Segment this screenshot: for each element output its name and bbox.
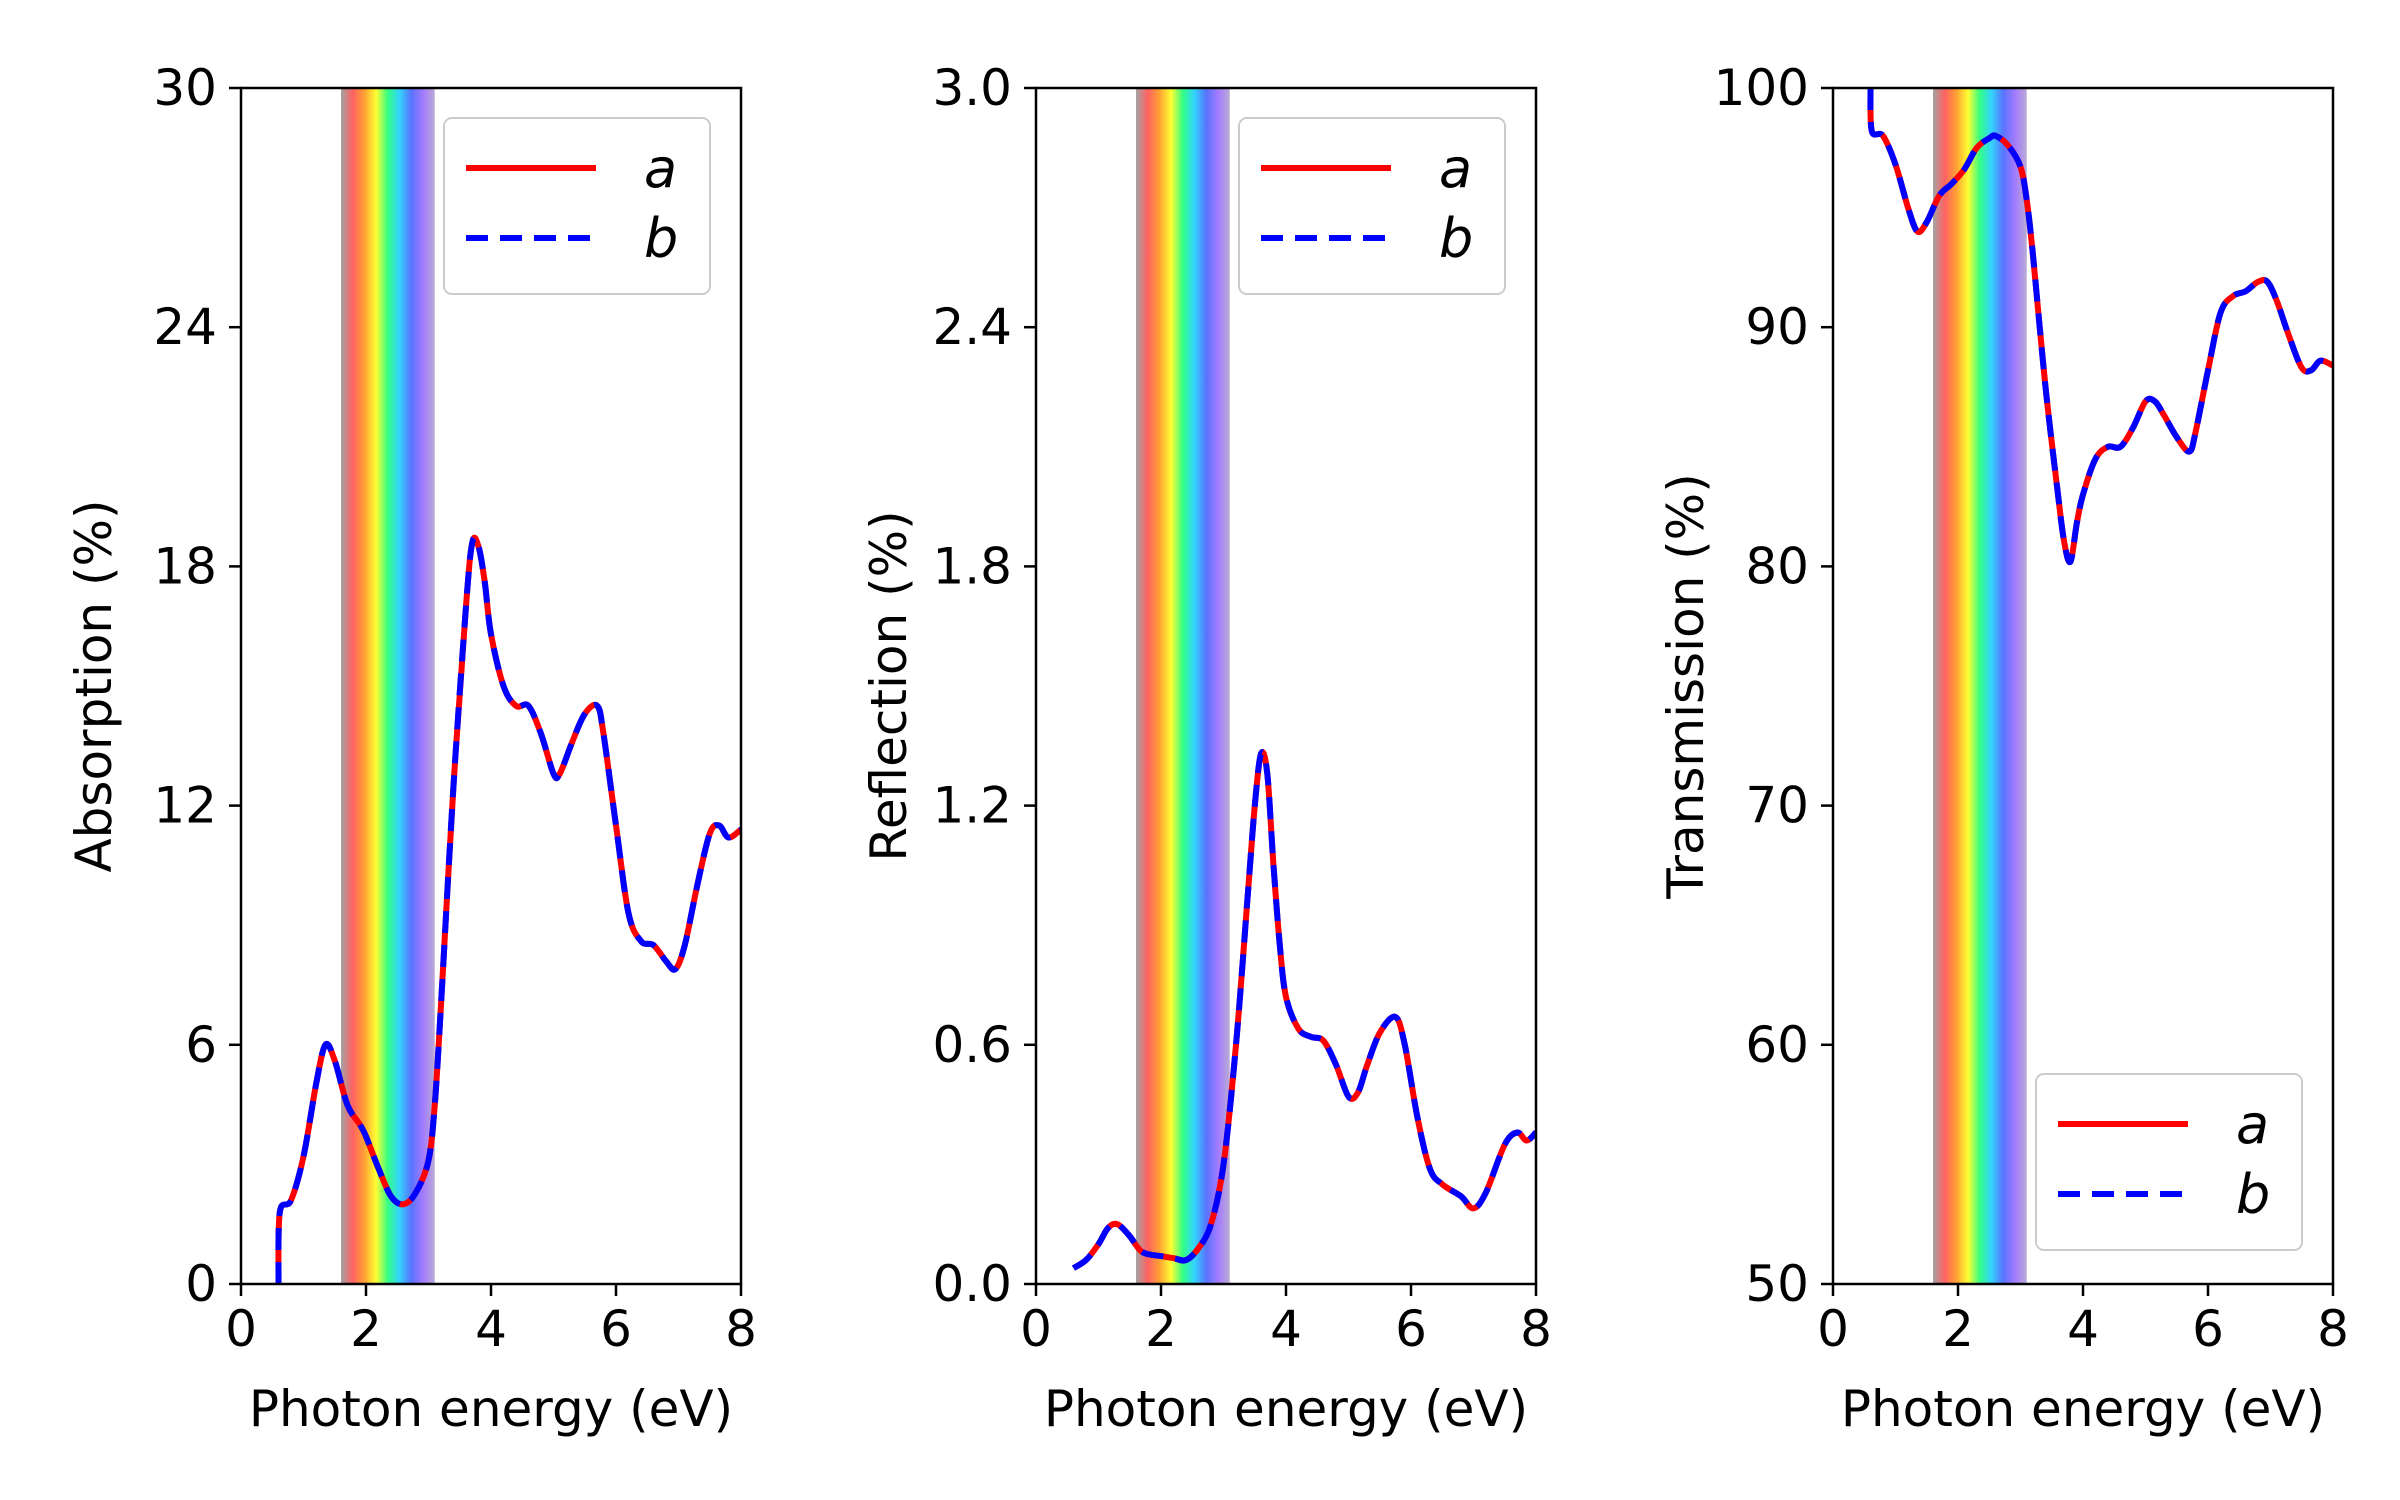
y-tick-label: 90	[1745, 298, 1809, 356]
x-tick-label: 2	[350, 1300, 382, 1358]
legend: ab	[1238, 117, 1506, 295]
x-tick-label: 6	[1395, 1300, 1427, 1358]
series-b-line	[275, 534, 741, 1284]
y-tick-label: 6	[185, 1016, 217, 1074]
legend-label-b: b	[644, 207, 678, 270]
series-b-line	[1071, 749, 1536, 1271]
legend-box	[2035, 1073, 2303, 1251]
y-tick-label: 1.2	[932, 777, 1012, 835]
legend: ab	[2035, 1073, 2303, 1251]
x-tick-label: 0	[1020, 1300, 1052, 1358]
visible-spectrum-band	[341, 88, 435, 1284]
x-axis-label: Photon energy (eV)	[1044, 1380, 1528, 1438]
x-tick-label: 0	[1817, 1300, 1849, 1358]
legend-label-b: b	[1439, 207, 1473, 270]
y-axis-label: Reflection (%)	[860, 510, 918, 861]
y-axis-label: Transmission (%)	[1657, 473, 1715, 899]
y-tick-label: 0.0	[932, 1255, 1012, 1313]
y-tick-label: 0	[185, 1255, 217, 1313]
chart-panel-3: 0 2 4 6 8 50 60 70 80 90 100 Photon energy (eV) Tran…	[1657, 59, 2349, 1438]
x-tick-label: 2	[1942, 1300, 1974, 1358]
y-tick-label: 12	[153, 777, 217, 835]
y-tick-label: 24	[153, 298, 217, 356]
legend-label-b: b	[2236, 1163, 2270, 1226]
y-tick-label: 3.0	[932, 59, 1012, 117]
legend-label-a: a	[1439, 137, 1472, 200]
legend-box	[1238, 117, 1506, 295]
visible-spectrum-band	[1933, 88, 2027, 1284]
x-tick-label: 0	[225, 1300, 257, 1358]
x-axis-label: Photon energy (eV)	[1841, 1380, 2325, 1438]
x-tick-label: 2	[1145, 1300, 1177, 1358]
x-tick-label: 4	[475, 1300, 507, 1358]
visible-spectrum-band	[1136, 88, 1230, 1284]
x-tick-label: 8	[2317, 1300, 2349, 1358]
x-tick-label: 8	[725, 1300, 757, 1358]
chart-panel-2: 0 2 4 6 8 0.0 0.6 1.2 1.8 2.4 3.0 Photon energy (eV…	[860, 59, 1552, 1438]
x-tick-label: 6	[2192, 1300, 2224, 1358]
legend: ab	[443, 117, 711, 295]
y-tick-label: 2.4	[932, 298, 1012, 356]
y-tick-label: 80	[1745, 537, 1809, 595]
series-b-line	[1867, 88, 2333, 566]
legend-label-a: a	[2236, 1093, 2269, 1156]
y-tick-label: 100	[1714, 59, 1809, 117]
x-axis-label: Photon energy (eV)	[249, 1380, 733, 1438]
y-tick-label: 70	[1745, 777, 1809, 835]
y-tick-label: 18	[153, 537, 217, 595]
y-tick-label: 60	[1745, 1016, 1809, 1074]
y-tick-label: 50	[1745, 1255, 1809, 1313]
y-axis-label: Absorption (%)	[65, 499, 123, 872]
x-tick-label: 4	[2067, 1300, 2099, 1358]
legend-label-a: a	[644, 137, 677, 200]
y-tick-label: 0.6	[932, 1016, 1012, 1074]
y-tick-label: 1.8	[932, 537, 1012, 595]
x-tick-label: 8	[1520, 1300, 1552, 1358]
x-tick-label: 4	[1270, 1300, 1302, 1358]
y-tick-label: 30	[153, 59, 217, 117]
x-tick-label: 6	[600, 1300, 632, 1358]
legend-box	[443, 117, 711, 295]
